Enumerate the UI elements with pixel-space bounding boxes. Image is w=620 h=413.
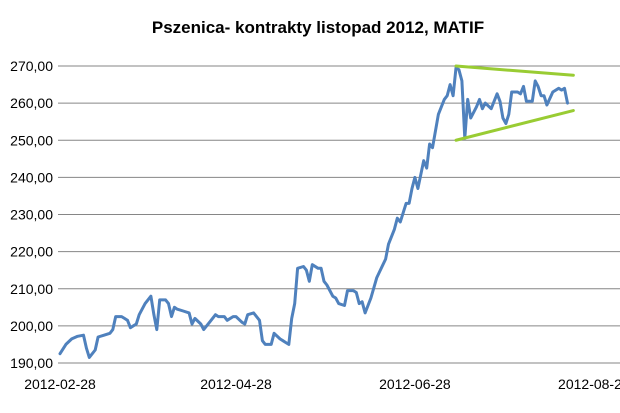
y-tick-label: 240,00 <box>10 169 53 185</box>
y-tick-label: 230,00 <box>10 207 53 223</box>
x-tick-label: 2012-08-28 <box>558 376 620 392</box>
x-tick-label: 2012-02-28 <box>24 376 96 392</box>
y-tick-label: 220,00 <box>10 244 53 260</box>
y-tick-label: 250,00 <box>10 132 53 148</box>
series-layer <box>58 66 569 359</box>
chart-title: Pszenica- kontrakty listopad 2012, MATIF <box>152 18 484 37</box>
y-axis-ticks: 270,00 260,00 250,00 240,00 230,00 220,00 210,… <box>10 58 53 371</box>
y-tick-label: 200,00 <box>10 318 53 334</box>
x-tick-label: 2012-06-28 <box>379 376 451 392</box>
y-tick-label: 270,00 <box>10 58 53 74</box>
trend-annotations <box>454 64 575 142</box>
gridlines <box>58 65 620 364</box>
trendline-lower <box>454 109 575 142</box>
x-tick-label: 2012-04-28 <box>200 376 272 392</box>
y-tick-label: 210,00 <box>10 281 53 297</box>
x-axis-ticks: 2012-02-28 2012-04-28 2012-06-28 2012-08-28 <box>24 376 620 392</box>
y-tick-label: 260,00 <box>10 95 53 111</box>
y-tick-label: 190,00 <box>10 355 53 371</box>
trendline-upper <box>454 64 575 77</box>
price-line-series-0 <box>58 66 569 359</box>
